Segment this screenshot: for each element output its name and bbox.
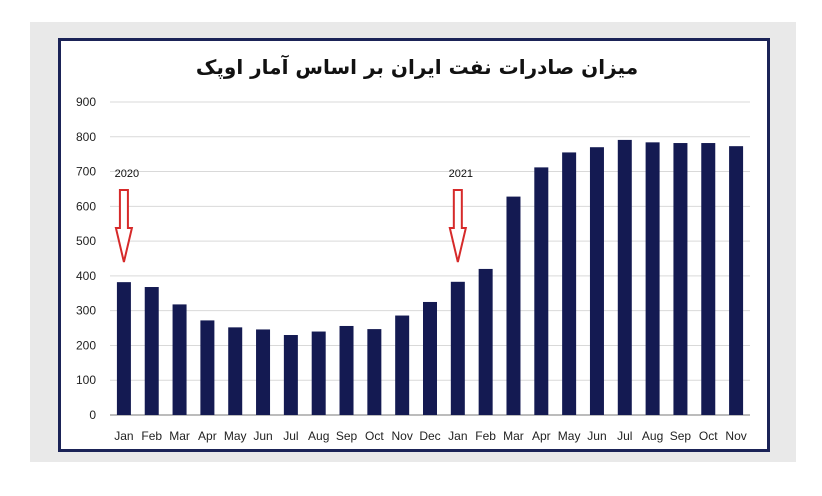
bars bbox=[116, 139, 744, 415]
bar bbox=[645, 142, 660, 415]
y-tick-label: 300 bbox=[76, 304, 96, 318]
y-axis: 0 100 200 300 400 500 600 700 800 900 bbox=[76, 95, 96, 422]
x-tick-label: Apr bbox=[198, 429, 217, 443]
x-tick-label: May bbox=[558, 429, 581, 443]
bar bbox=[589, 147, 604, 415]
bar bbox=[673, 143, 688, 415]
bar bbox=[478, 268, 493, 415]
x-tick-label: Jul bbox=[283, 429, 298, 443]
y-tick-label: 0 bbox=[89, 408, 96, 422]
chart-title: میزان صادرات نفت ایران بر اساس آمار اوپک bbox=[196, 54, 638, 80]
bar bbox=[228, 327, 243, 415]
y-tick-label: 700 bbox=[76, 165, 96, 179]
y-tick-label: 400 bbox=[76, 269, 96, 283]
x-tick-label: Oct bbox=[365, 429, 384, 443]
annotations: 2020 2021 bbox=[114, 168, 473, 263]
x-tick-label: Sep bbox=[336, 429, 358, 443]
x-tick-label: Nov bbox=[392, 429, 413, 443]
bar bbox=[423, 301, 437, 415]
bar bbox=[367, 329, 382, 415]
bar bbox=[116, 282, 131, 415]
y-tick-label: 600 bbox=[76, 199, 96, 213]
x-tick-label: Nov bbox=[725, 429, 746, 443]
bar bbox=[256, 329, 271, 415]
bar bbox=[311, 331, 326, 415]
down-arrow-icon bbox=[114, 189, 134, 263]
x-axis: Jan Feb Mar Apr May Jun Jul Aug Sep Oct Nov Dec Jan F… bbox=[114, 429, 747, 443]
bar bbox=[172, 304, 187, 415]
x-tick-label: Aug bbox=[642, 429, 663, 443]
x-tick-label: Jul bbox=[617, 429, 632, 443]
y-tick-label: 100 bbox=[76, 373, 96, 387]
x-tick-label: Dec bbox=[419, 429, 440, 443]
x-tick-label: May bbox=[224, 429, 247, 443]
x-tick-label: Jun bbox=[587, 429, 606, 443]
x-tick-label: Mar bbox=[169, 429, 190, 443]
x-tick-label: Feb bbox=[475, 429, 496, 443]
annotation-label: 2020 bbox=[115, 168, 139, 180]
bar bbox=[506, 196, 521, 415]
x-tick-label: Feb bbox=[141, 429, 162, 443]
x-tick-label: Aug bbox=[308, 429, 329, 443]
bar bbox=[339, 325, 354, 415]
bar bbox=[617, 139, 632, 415]
bar bbox=[283, 335, 298, 415]
x-tick-label: Jun bbox=[253, 429, 272, 443]
bar bbox=[144, 287, 159, 415]
bar bbox=[200, 320, 215, 415]
x-tick-label: Oct bbox=[699, 429, 718, 443]
bar bbox=[562, 152, 577, 415]
bar bbox=[701, 143, 716, 415]
down-arrow-icon bbox=[448, 189, 468, 263]
annotation-label: 2021 bbox=[449, 168, 473, 180]
bar bbox=[534, 167, 549, 415]
x-tick-label: Jan bbox=[448, 429, 467, 443]
y-tick-label: 200 bbox=[76, 338, 96, 352]
bar bbox=[729, 146, 744, 415]
x-tick-label: Jan bbox=[114, 429, 133, 443]
y-tick-label: 800 bbox=[76, 130, 96, 144]
y-tick-label: 500 bbox=[76, 234, 96, 248]
x-tick-label: Apr bbox=[532, 429, 551, 443]
bar bbox=[450, 281, 465, 415]
y-tick-label: 900 bbox=[76, 95, 96, 109]
x-tick-label: Sep bbox=[670, 429, 692, 443]
bar bbox=[395, 315, 410, 415]
x-tick-label: Mar bbox=[503, 429, 524, 443]
